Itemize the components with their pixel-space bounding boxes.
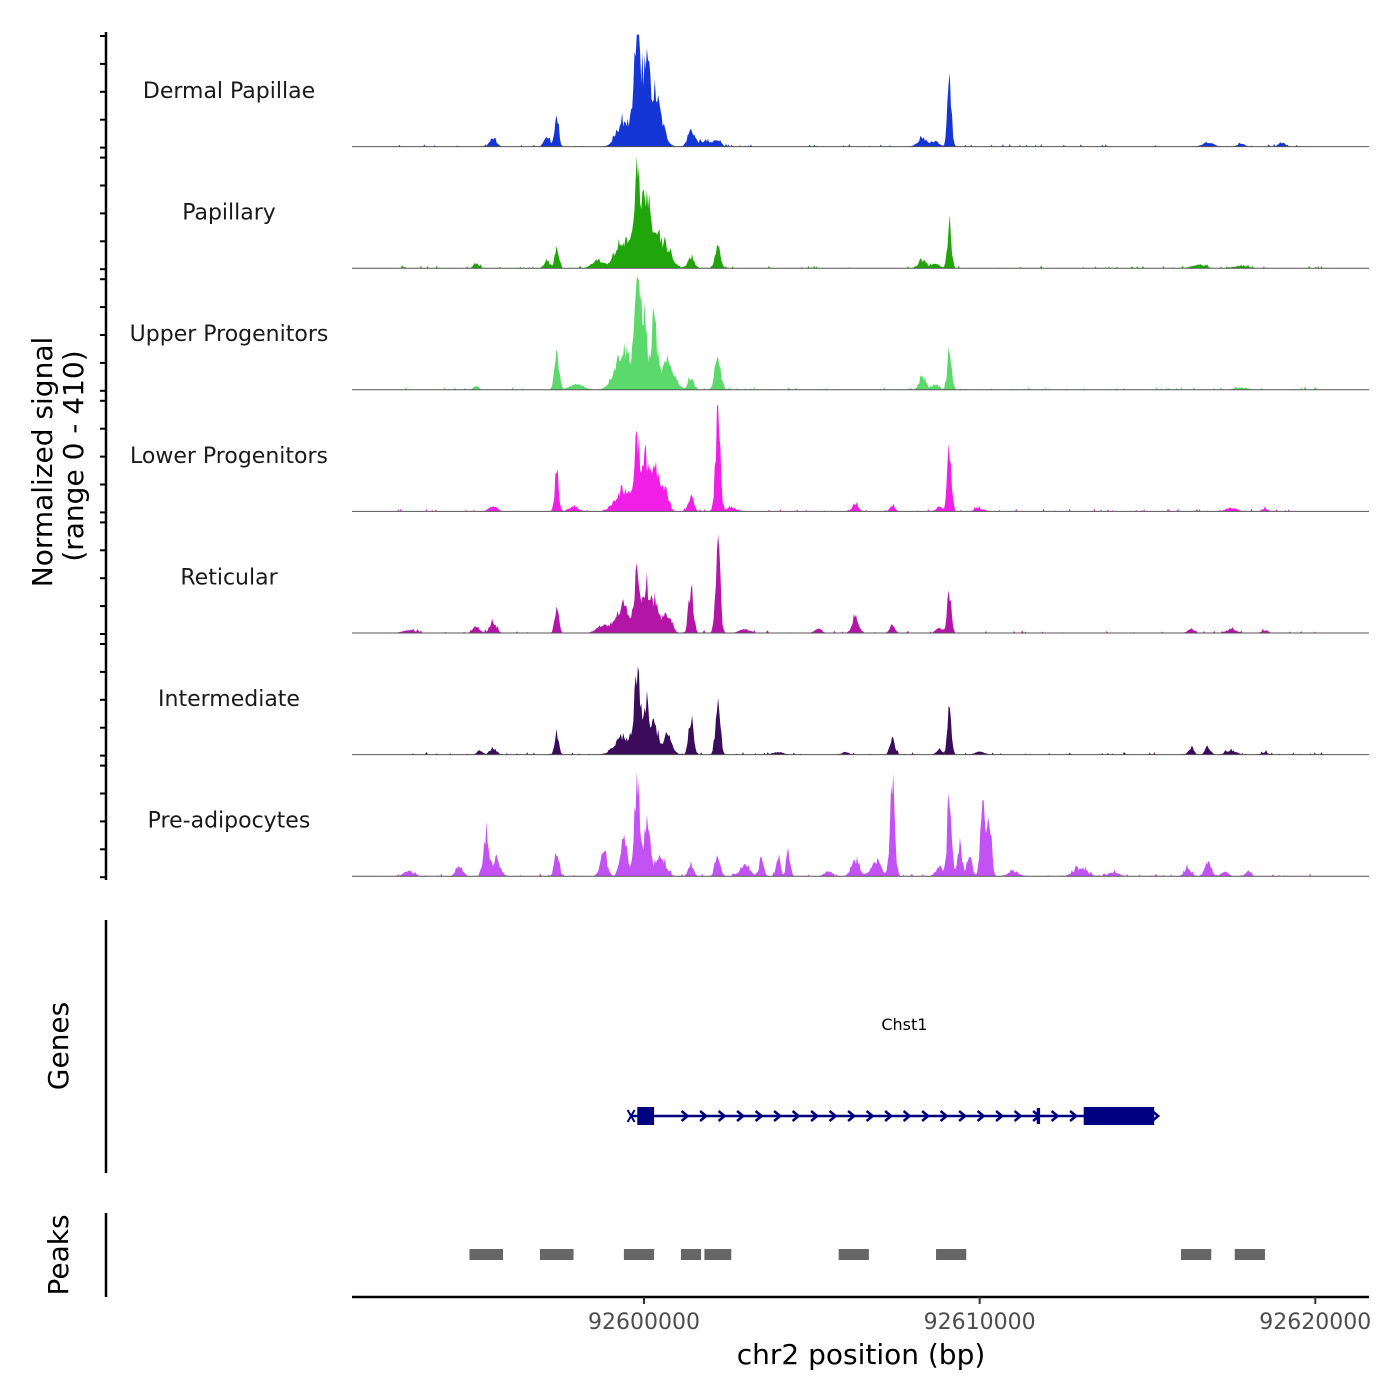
gene-exon bbox=[1083, 1107, 1155, 1125]
coverage-tracks: Dermal Papillae Papillary Upper Progenitor… bbox=[130, 34, 1369, 877]
x-axis: 92600000 92610000 92620000 bbox=[352, 1295, 1371, 1335]
x-tick-label: 92620000 bbox=[1259, 1310, 1371, 1335]
strand-arrow bbox=[902, 1110, 912, 1122]
peak-region bbox=[1234, 1249, 1265, 1260]
track-label-dermal-papillae: Dermal Papillae bbox=[143, 79, 315, 104]
track-lower-progenitors: Lower Progenitors bbox=[130, 404, 1369, 512]
peak-region bbox=[1181, 1249, 1212, 1260]
track-papillary: Papillary bbox=[182, 156, 1369, 269]
peak-region bbox=[623, 1249, 655, 1260]
track-label-pre-adipocytes: Pre-adipocytes bbox=[148, 809, 311, 834]
x-axis-title: chr2 position (bp) bbox=[737, 1338, 986, 1371]
peak-track bbox=[104, 1213, 1265, 1297]
strand-arrow bbox=[976, 1110, 986, 1122]
strand-arrow bbox=[791, 1110, 801, 1122]
gene-exon bbox=[637, 1107, 655, 1125]
peaks-track-title: Peaks bbox=[42, 1214, 75, 1295]
track-reticular: Reticular bbox=[180, 534, 1369, 634]
peak-region bbox=[704, 1249, 732, 1260]
gene-start-mark bbox=[626, 1109, 636, 1123]
track-intermediate: Intermediate bbox=[158, 666, 1369, 756]
strand-arrow bbox=[958, 1110, 968, 1122]
strand-arrow bbox=[995, 1110, 1005, 1122]
x-tick-label: 92610000 bbox=[924, 1310, 1036, 1335]
strand-arrow bbox=[1013, 1110, 1023, 1122]
strand-arrow bbox=[754, 1110, 764, 1122]
track-dermal-papillae: Dermal Papillae bbox=[143, 34, 1369, 148]
coverage-area-upper-progenitors bbox=[352, 277, 1369, 390]
track-label-lower-progenitors: Lower Progenitors bbox=[130, 444, 328, 469]
track-label-intermediate: Intermediate bbox=[158, 687, 300, 712]
coverage-area-dermal-papillae bbox=[352, 34, 1369, 147]
strand-arrow bbox=[921, 1110, 931, 1122]
coverage-area-intermediate bbox=[352, 666, 1369, 755]
strand-arrow bbox=[699, 1110, 709, 1122]
peak-region bbox=[539, 1249, 574, 1260]
strand-arrow bbox=[1069, 1110, 1079, 1122]
coverage-area-papillary bbox=[352, 156, 1369, 269]
track-pre-adipocytes: Pre-adipocytes bbox=[148, 772, 1369, 877]
strand-arrow bbox=[736, 1110, 746, 1122]
genes-track-title: Genes bbox=[42, 1002, 75, 1090]
gene-name-label: Chst1 bbox=[881, 1015, 927, 1034]
peak-region bbox=[469, 1249, 504, 1260]
coverage-area-lower-progenitors bbox=[352, 404, 1369, 512]
strand-arrow bbox=[1050, 1110, 1060, 1122]
gene-end-arrow bbox=[1151, 1110, 1161, 1122]
gene-exon bbox=[1036, 1108, 1041, 1124]
coverage-area-pre-adipocytes bbox=[352, 772, 1369, 877]
track-label-papillary: Papillary bbox=[182, 201, 276, 226]
y-axis-title-line1: Normalized signal bbox=[26, 337, 59, 588]
track-upper-progenitors: Upper Progenitors bbox=[130, 277, 1369, 391]
strand-arrow bbox=[810, 1110, 820, 1122]
peak-region bbox=[936, 1249, 967, 1260]
signal-y-axis bbox=[100, 32, 108, 880]
x-tick-label: 92600000 bbox=[588, 1310, 700, 1335]
strand-arrow bbox=[939, 1110, 949, 1122]
track-label-reticular: Reticular bbox=[180, 565, 278, 590]
peak-region bbox=[680, 1249, 702, 1260]
track-label-upper-progenitors: Upper Progenitors bbox=[130, 322, 329, 347]
strand-arrow bbox=[828, 1110, 838, 1122]
strand-arrow bbox=[884, 1110, 894, 1122]
strand-arrow bbox=[865, 1110, 875, 1122]
y-axis-title-line2: (range 0 - 410) bbox=[57, 350, 90, 561]
peak-region bbox=[838, 1249, 869, 1260]
coverage-area-reticular bbox=[352, 534, 1369, 633]
strand-arrow bbox=[717, 1110, 727, 1122]
gene-track: Chst1 bbox=[104, 920, 1161, 1173]
strand-arrow bbox=[847, 1110, 857, 1122]
strand-arrow bbox=[773, 1110, 783, 1122]
strand-arrow bbox=[680, 1110, 690, 1122]
